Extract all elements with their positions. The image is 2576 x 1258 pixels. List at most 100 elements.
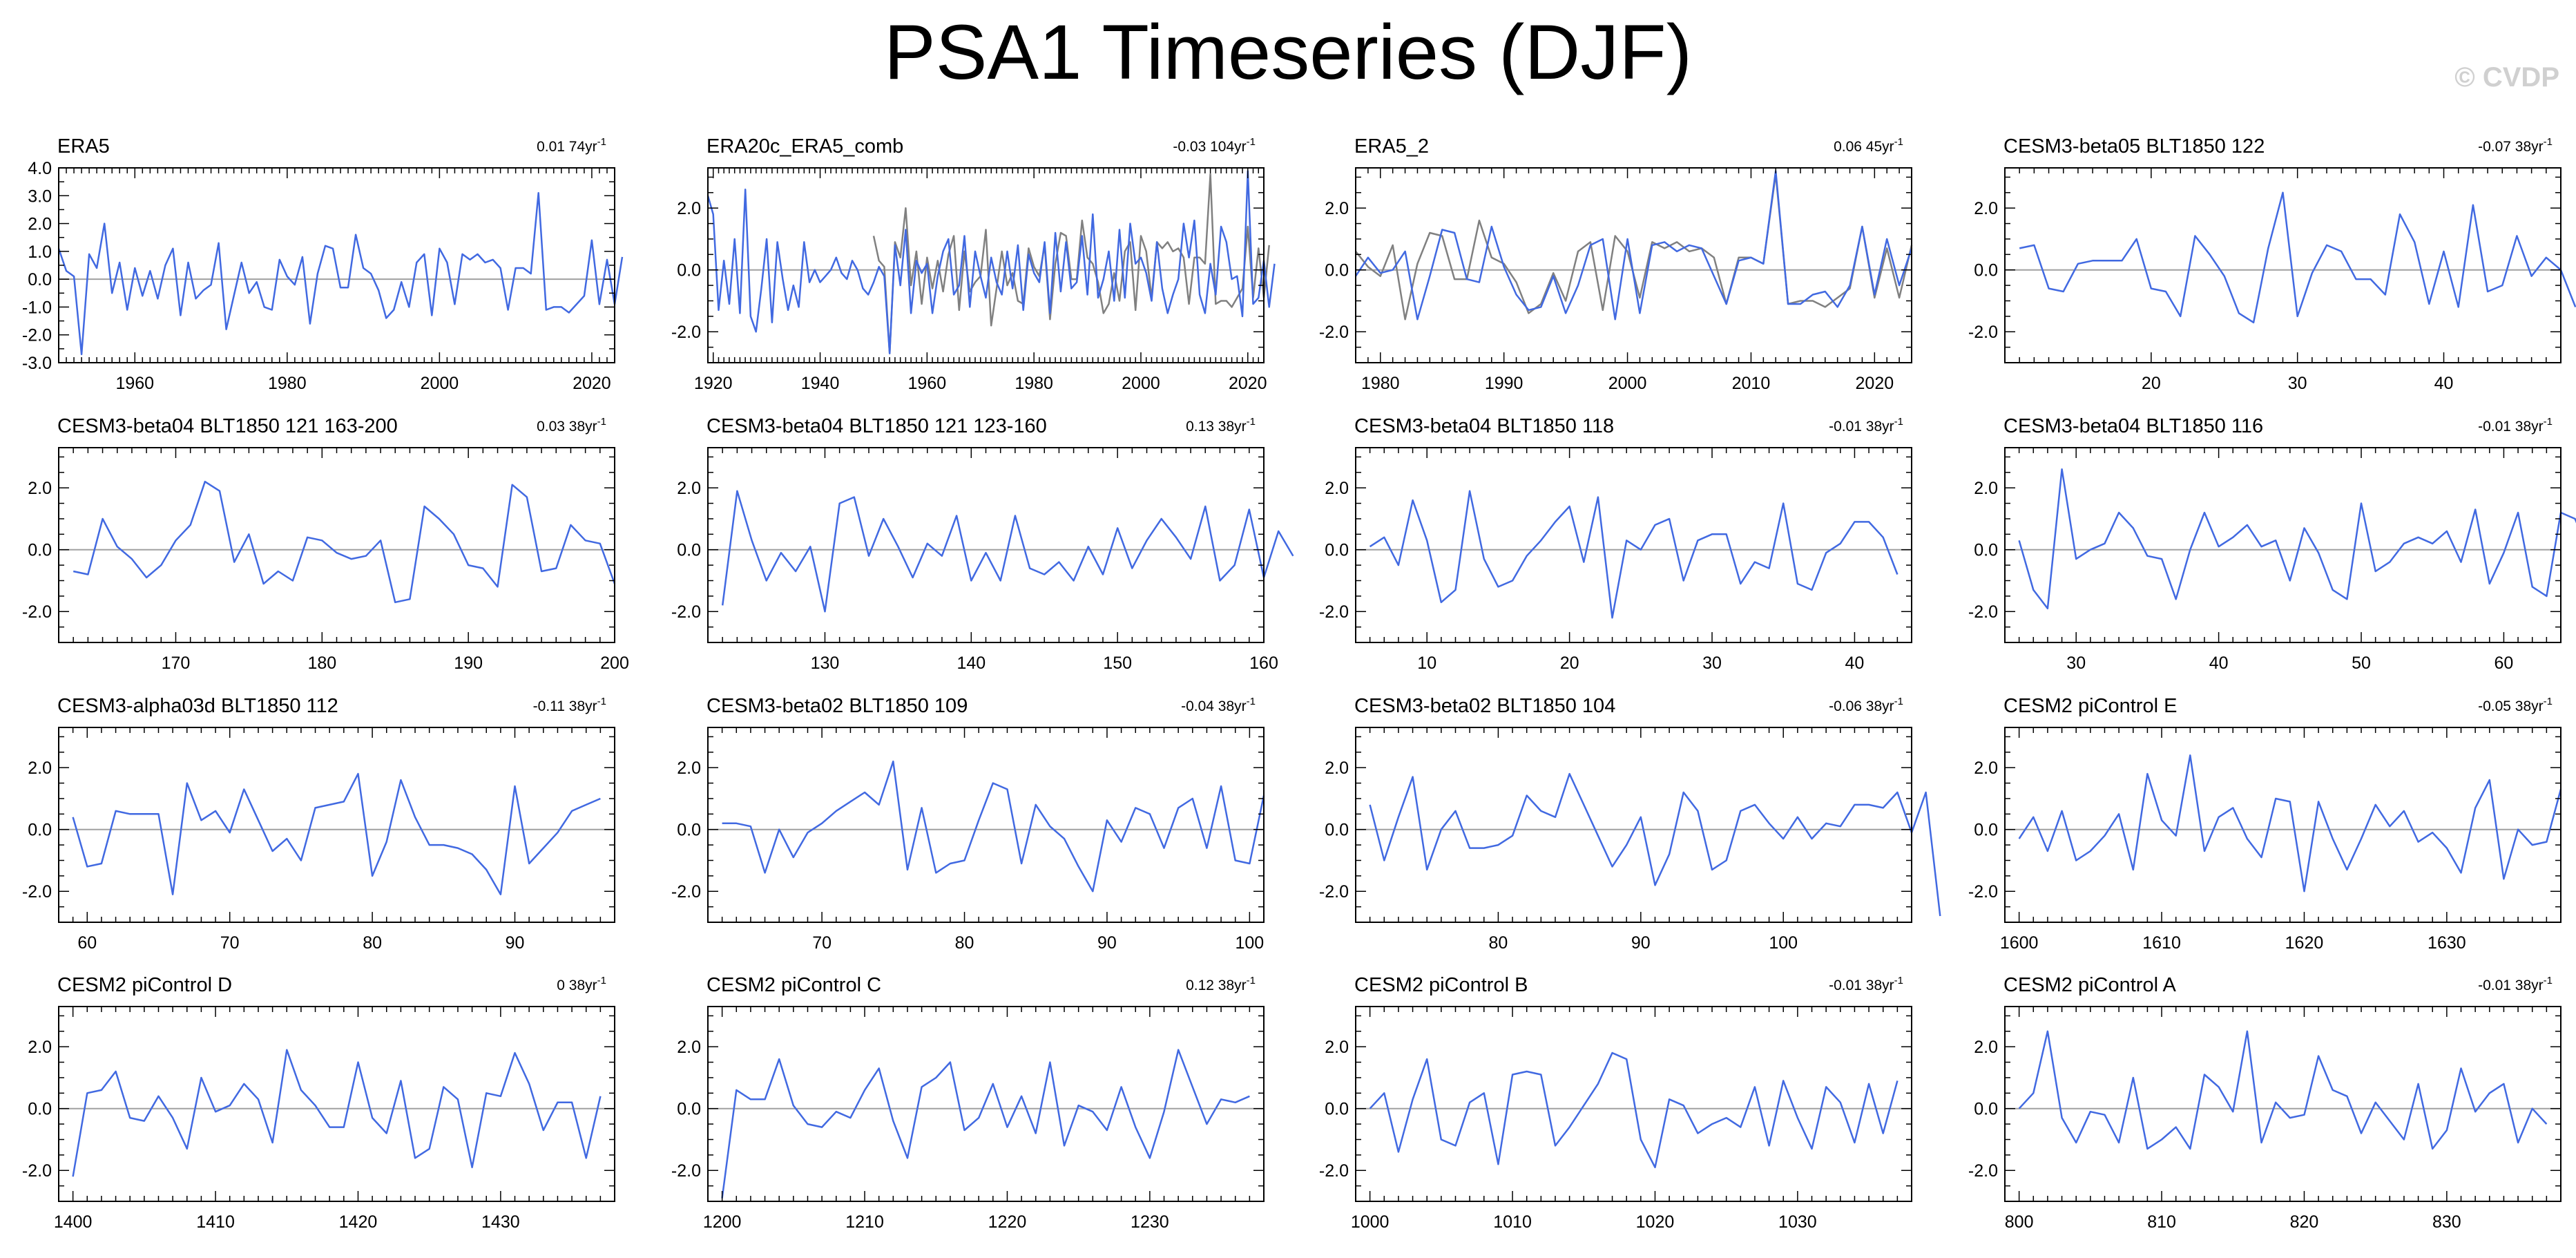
y-tick-label: -2.0	[671, 602, 701, 622]
panel-6: CESM3-beta04 BLT1850 118 -0.01 38yr-1 10 20…	[1319, 415, 1912, 673]
y-tick-label: 0.0	[1974, 261, 1998, 280]
y-tick-label: 2.0	[1974, 759, 1998, 778]
x-tick-label: 30	[2066, 654, 2086, 673]
trend-unit-exponent: -1	[597, 416, 606, 428]
series-line-ERA5_2	[1354, 170, 1913, 321]
series-line-model	[721, 1049, 1250, 1199]
trend-unit-exponent: -1	[2544, 696, 2553, 707]
plot-frame	[707, 727, 1265, 923]
x-tick-label: 1610	[2142, 933, 2181, 953]
y-tick-label: -2.0	[1968, 602, 1998, 622]
series-line-model	[721, 490, 1294, 613]
y-tick-label: 2.0	[1325, 1038, 1349, 1057]
y-tick-label: 0.0	[677, 541, 701, 560]
trend-unit-exponent: -1	[597, 975, 606, 987]
panel-1: ERA20c_ERA5_comb -0.03 104yr-1 1920 1940 196…	[671, 135, 1276, 393]
x-tick-label: 1920	[694, 374, 733, 393]
x-tick-label: 10	[1417, 654, 1436, 673]
x-tick-label: 180	[307, 654, 336, 673]
x-tick-label: 90	[1631, 933, 1651, 953]
x-tick-label: 200	[600, 654, 629, 673]
x-tick-label: 100	[1235, 933, 1264, 953]
y-tick-label: 2.0	[677, 759, 701, 778]
trend-label: -0.04 38yr-1	[1181, 696, 1256, 714]
trend-unit-exponent: -1	[1894, 136, 1903, 148]
y-tick-label: 0.0	[677, 1100, 701, 1119]
plot-frame	[1355, 1006, 1912, 1202]
series-line-model	[72, 1049, 602, 1177]
series-line-ERA20c_ERA5_comb	[707, 170, 1276, 354]
x-tick-label: 60	[2495, 654, 2514, 673]
x-tick-label: 1400	[54, 1212, 93, 1232]
y-tick-label: -2.0	[671, 323, 701, 342]
panel-title: CESM3-beta04 BLT1850 118	[1354, 415, 1614, 437]
trend-unit-exponent: -1	[1247, 416, 1256, 428]
plot-frame	[707, 1006, 1265, 1202]
x-tick-label: 1960	[115, 374, 154, 393]
y-tick-label: 2.0	[28, 215, 52, 234]
y-tick-label: 0.0	[28, 1100, 52, 1119]
panel-3: CESM3-beta05 BLT1850 122 -0.07 38yr-1 20 30…	[1968, 135, 2576, 393]
x-tick-label: 2000	[1122, 374, 1160, 393]
plot-frame	[58, 727, 615, 923]
panel-title: CESM3-beta04 BLT1850 121 163-200	[57, 415, 398, 437]
x-tick-label: 2000	[1608, 374, 1647, 393]
panel-title: ERA5	[57, 135, 110, 158]
trend-label: 0.12 38yr-1	[1186, 975, 1256, 993]
y-tick-label: 0.0	[677, 821, 701, 840]
x-tick-label: 1210	[845, 1212, 884, 1232]
panel-title: CESM2 piControl B	[1354, 974, 1528, 996]
series-line-model	[2019, 191, 2576, 324]
plot-frame	[2004, 1006, 2561, 1202]
panel-title: CESM3-beta04 BLT1850 121 123-160	[707, 415, 1047, 437]
y-tick-label: -2.0	[671, 1161, 701, 1181]
trend-unit-exponent: -1	[1894, 416, 1903, 428]
trend-unit-exponent: -1	[2544, 136, 2553, 148]
trend-unit-exponent: -1	[1894, 696, 1903, 707]
x-tick-label: 810	[2147, 1212, 2176, 1232]
panel-11: CESM2 piControl E -0.05 38yr-1 1600 1610 162…	[1968, 695, 2562, 953]
x-tick-label: 1620	[2285, 933, 2324, 953]
x-tick-label: 20	[1560, 654, 1579, 673]
x-tick-label: 170	[162, 654, 191, 673]
x-tick-label: 2020	[1229, 374, 1267, 393]
trend-unit-exponent: -1	[1894, 975, 1903, 987]
page-title: PSA1 Timeseries (DJF)	[884, 9, 1692, 95]
y-tick-label: 0.0	[1325, 821, 1349, 840]
y-tick-label: 0.0	[28, 541, 52, 560]
series-line-model	[1369, 490, 1899, 619]
x-tick-label: 20	[2142, 374, 2161, 393]
panel-title: CESM3-beta02 BLT1850 104	[1354, 695, 1615, 717]
x-tick-label: 1980	[1015, 374, 1053, 393]
series-line-model	[722, 760, 1265, 893]
y-tick-label: 2.0	[1974, 199, 1998, 218]
trend-unit-exponent: -1	[1247, 696, 1256, 707]
y-tick-label: -2.0	[1319, 1161, 1349, 1181]
panel-title: CESM3-beta05 BLT1850 122	[2003, 135, 2265, 158]
x-tick-label: 1630	[2428, 933, 2466, 953]
panel-4: CESM3-beta04 BLT1850 121 163-200 0.03 38y…	[22, 415, 629, 673]
panel-title: CESM2 piControl C	[707, 974, 881, 996]
x-tick-label: 2020	[1856, 374, 1894, 393]
y-tick-label: -2.0	[1968, 882, 1998, 902]
x-tick-label: 1030	[1778, 1212, 1817, 1232]
panel-title: CESM2 piControl E	[2003, 695, 2177, 717]
panel-title: CESM2 piControl A	[2003, 974, 2176, 996]
x-tick-label: 1410	[196, 1212, 235, 1232]
series-line-model	[2018, 468, 2576, 610]
y-tick-label: 2.0	[677, 199, 701, 218]
x-tick-label: 130	[811, 654, 840, 673]
x-tick-label: 100	[1769, 933, 1798, 953]
trend-label: -0.06 38yr-1	[1829, 696, 1903, 714]
x-tick-label: 30	[1702, 654, 1722, 673]
x-tick-label: 1940	[801, 374, 840, 393]
y-tick-label: -2.0	[22, 326, 52, 345]
y-tick-label: 2.0	[28, 1038, 52, 1057]
y-tick-label: 0.0	[1325, 541, 1349, 560]
x-tick-label: 830	[2432, 1212, 2461, 1232]
series-line-ERA5	[57, 192, 624, 356]
panel-12: CESM2 piControl D 0 38yr-1 1400 1410 1420 143…	[22, 974, 615, 1232]
series-line-model	[72, 772, 601, 895]
plot-frame	[1355, 727, 1912, 923]
